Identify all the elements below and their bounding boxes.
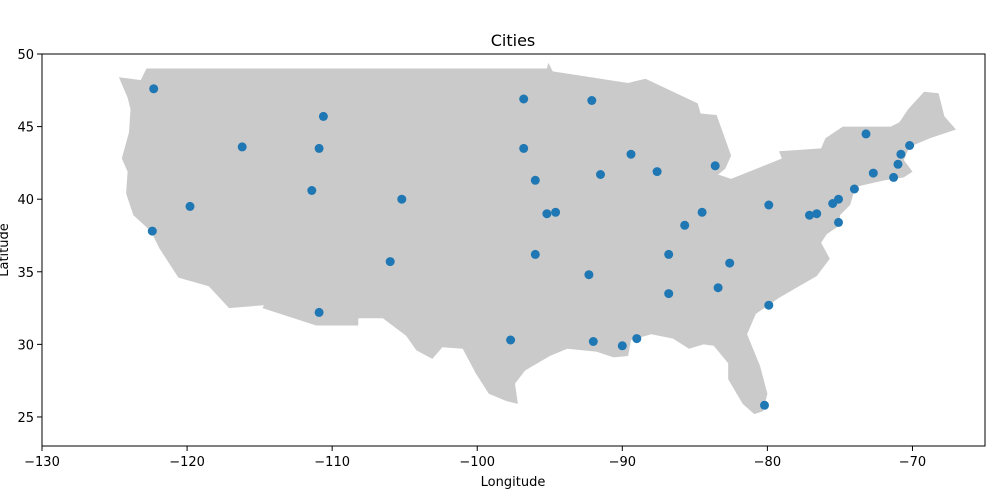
y-axis-title: Latitude: [0, 223, 12, 277]
x-axis: −130 −120 −110 −100 −90 −80 −70: [24, 446, 926, 470]
y-tick-label: 35: [17, 266, 34, 281]
city-point-2: [147, 226, 157, 236]
y-tick-label: 25: [17, 411, 34, 426]
city-point-3: [185, 201, 195, 211]
city-point-6: [318, 111, 328, 121]
city-point-5: [314, 143, 324, 153]
city-point-18: [506, 335, 516, 345]
city-point-45: [861, 129, 871, 139]
city-point-20: [626, 149, 636, 159]
city-point-1: [149, 84, 159, 94]
city-point-47: [760, 400, 769, 410]
city-point-21: [652, 167, 662, 177]
city-point-35: [812, 209, 822, 219]
y-axis: 25 30 35 40 45 50: [17, 48, 42, 426]
y-tick-label: 30: [17, 338, 34, 353]
x-tick-label: −110: [314, 455, 350, 470]
city-point-31: [725, 258, 735, 268]
plot-frame: [41, 53, 986, 447]
city-point-17: [530, 249, 540, 259]
city-point-7: [307, 186, 317, 195]
us-land-shape: [118, 62, 956, 415]
city-point-8: [397, 194, 407, 204]
city-point-26: [632, 334, 642, 344]
city-point-40: [868, 168, 878, 178]
city-point-37: [834, 194, 843, 204]
city-point-43: [896, 149, 906, 159]
city-point-30: [664, 289, 674, 299]
city-point-12: [587, 96, 597, 105]
city-point-38: [834, 217, 843, 227]
x-tick-label: −120: [169, 455, 205, 470]
city-point-41: [889, 172, 899, 182]
city-point-23: [584, 270, 594, 280]
city-point-19: [596, 170, 605, 179]
x-tick-label: −90: [609, 455, 636, 470]
city-point-11: [519, 94, 529, 104]
city-point-10: [314, 307, 324, 317]
x-tick-label: −80: [754, 455, 781, 470]
chart-title: Cities: [491, 31, 536, 50]
x-tick-label: −70: [899, 455, 926, 470]
city-point-28: [697, 207, 707, 217]
city-point-44: [905, 141, 915, 150]
x-axis-title: Longitude: [481, 475, 546, 490]
city-point-16: [551, 207, 561, 217]
city-point-9: [385, 257, 395, 267]
city-point-14: [530, 175, 540, 185]
city-point-32: [713, 283, 723, 293]
city-point-46: [764, 300, 774, 310]
city-point-13: [519, 143, 529, 153]
city-point-25: [617, 341, 627, 351]
points-layer: [147, 84, 915, 410]
city-point-4: [237, 142, 247, 152]
y-tick-label: 45: [17, 121, 34, 136]
x-tick-label: −100: [459, 455, 495, 470]
plot-area: [118, 62, 956, 415]
city-point-33: [764, 200, 774, 210]
x-tick-label: −130: [24, 455, 60, 470]
city-point-27: [680, 220, 690, 230]
city-point-39: [849, 184, 859, 194]
city-point-22: [710, 161, 720, 171]
city-point-34: [805, 210, 814, 220]
y-tick-label: 50: [17, 48, 34, 63]
y-tick-label: 40: [17, 193, 34, 208]
city-point-29: [664, 249, 674, 259]
city-point-24: [588, 337, 598, 346]
city-point-15: [542, 209, 552, 219]
city-point-42: [893, 159, 903, 169]
